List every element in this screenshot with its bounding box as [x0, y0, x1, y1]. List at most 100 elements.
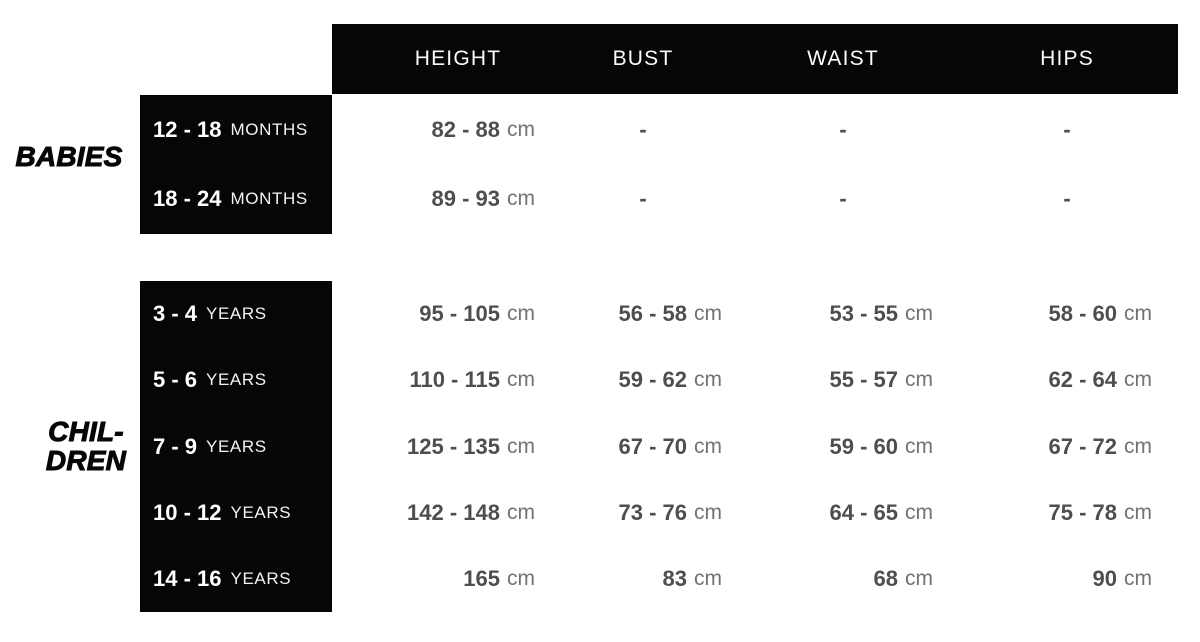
height-value-cell: 165 cm — [463, 546, 535, 612]
hips-value-cell: 75 - 78 cm — [1049, 480, 1153, 546]
empty-dash: - — [1063, 186, 1071, 211]
unit-text: cm — [1124, 368, 1152, 391]
value-text: 67 - 70 — [618, 433, 688, 459]
empty-dash: - — [1063, 116, 1071, 142]
value-text: 59 - 62 — [618, 367, 688, 392]
value-text: 90 — [1092, 566, 1117, 591]
data-row-14-16-years: 165 cm 83 cm 68 cm 90 cm — [0, 546, 1178, 612]
value-text: 58 - 60 — [1048, 301, 1118, 326]
unit-text: cm — [694, 434, 722, 458]
section-label-text: BABIES — [15, 141, 123, 172]
unit-text: cm — [507, 302, 535, 325]
section-label-text-line1: CHIL- — [48, 416, 124, 447]
section-label-children: CHIL- DREN — [34, 416, 138, 476]
range-unit: YEARS — [206, 370, 267, 390]
empty-dash: - — [839, 186, 847, 211]
column-header-height: HEIGHT — [414, 47, 502, 70]
unit-text: cm — [507, 187, 535, 210]
unit-text: cm — [905, 567, 933, 590]
value-text: 83 — [662, 566, 687, 591]
range-value: 5 - 6 — [153, 367, 198, 393]
unit-text: cm — [507, 117, 535, 141]
bust-value-cell: 73 - 76 cm — [619, 480, 723, 546]
range-unit: YEARS — [206, 304, 267, 324]
range-unit: MONTHS — [230, 119, 308, 139]
range-value: 18 - 24 — [153, 186, 222, 212]
range-row-5-6-years: 5 - 6 YEARS — [140, 347, 332, 413]
value-text: 64 - 65 — [829, 500, 899, 525]
empty-dash: - — [639, 116, 647, 142]
hips-empty-cell: - — [1063, 164, 1070, 234]
value-text: 56 - 58 — [618, 301, 688, 326]
empty-dash: - — [839, 116, 847, 142]
hips-empty-cell: - — [1063, 95, 1070, 164]
range-unit: MONTHS — [230, 189, 308, 209]
value-text: 82 - 88 — [431, 116, 501, 142]
unit-text: cm — [694, 368, 722, 391]
height-value-cell: 95 - 105 cm — [419, 281, 535, 347]
column-header-hips: HIPS — [1040, 47, 1094, 70]
value-text: 62 - 64 — [1048, 367, 1118, 392]
column-header-waist: WAIST — [807, 47, 879, 70]
value-text: 95 - 105 — [419, 301, 500, 326]
value-text: 142 - 148 — [407, 500, 500, 525]
data-row-5-6-years: 110 - 115 cm 59 - 62 cm 55 - 57 cm 62 - … — [0, 347, 1178, 413]
value-text: 165 — [463, 566, 500, 591]
range-value: 14 - 16 — [153, 565, 222, 591]
height-value-cell: 125 - 135 cm — [407, 413, 535, 480]
range-unit: YEARS — [206, 436, 267, 456]
hips-value-cell: 90 cm — [1093, 546, 1152, 612]
unit-text: cm — [694, 501, 722, 524]
value-text: 89 - 93 — [431, 186, 501, 211]
range-row-7-9-years: 7 - 9 YEARS — [140, 413, 332, 479]
range-value: 12 - 18 — [153, 116, 222, 142]
unit-text: cm — [1124, 302, 1152, 325]
range-unit: YEARS — [230, 568, 292, 588]
unit-text: cm — [1124, 434, 1152, 458]
range-value: 7 - 9 — [153, 433, 198, 459]
unit-text: cm — [507, 368, 535, 391]
value-text: 67 - 72 — [1048, 433, 1118, 459]
range-value: 3 - 4 — [153, 301, 198, 327]
hips-value-cell: 67 - 72 cm — [1049, 413, 1153, 480]
children-range-box: 3 - 4 YEARS 5 - 6 YEARS 7 - 9 YEARS 10 -… — [140, 281, 332, 612]
range-value: 10 - 12 — [153, 499, 222, 525]
range-row-18-24-months: 18 - 24 MONTHS — [140, 165, 332, 235]
value-text: 75 - 78 — [1048, 500, 1118, 525]
range-row-12-18-months: 12 - 18 MONTHS — [140, 95, 332, 165]
data-row-7-9-years: 125 - 135 cm 67 - 70 cm 59 - 60 cm 67 - … — [0, 413, 1178, 480]
bust-empty-cell: - — [639, 164, 646, 234]
value-text: 53 - 55 — [829, 301, 899, 326]
data-row-12-18-months: 82 - 88 cm - - - — [0, 95, 1178, 164]
bust-empty-cell: - — [639, 95, 646, 164]
unit-text: cm — [905, 302, 933, 325]
height-value-cell: 89 - 93 cm — [432, 164, 536, 234]
value-text: 59 - 60 — [829, 433, 899, 459]
waist-empty-cell: - — [839, 164, 846, 234]
waist-value-cell: 68 cm — [874, 546, 933, 612]
height-value-cell: 142 - 148 cm — [407, 480, 535, 546]
waist-value-cell: 53 - 55 cm — [830, 281, 934, 347]
column-header-bust: BUST — [612, 47, 674, 70]
measurement-header-bar: HEIGHT BUST WAIST HIPS — [332, 24, 1178, 94]
range-row-10-12-years: 10 - 12 YEARS — [140, 480, 332, 546]
range-row-14-16-years: 14 - 16 YEARS — [140, 546, 332, 612]
value-text: 68 — [873, 566, 898, 591]
bust-value-cell: 67 - 70 cm — [619, 413, 723, 480]
unit-text: cm — [1124, 567, 1152, 590]
unit-text: cm — [1124, 501, 1152, 524]
babies-range-box: 12 - 18 MONTHS 18 - 24 MONTHS — [140, 95, 332, 234]
bust-value-cell: 83 cm — [663, 546, 722, 612]
waist-value-cell: 55 - 57 cm — [830, 347, 934, 413]
value-text: 110 - 115 — [409, 367, 500, 392]
data-row-18-24-months: 89 - 93 cm - - - — [0, 164, 1178, 234]
height-value-cell: 110 - 115 cm — [409, 347, 535, 413]
unit-text: cm — [905, 434, 933, 458]
waist-empty-cell: - — [839, 95, 846, 164]
unit-text: cm — [507, 434, 535, 458]
unit-text: cm — [507, 501, 535, 524]
waist-value-cell: 59 - 60 cm — [830, 413, 934, 480]
value-text: 55 - 57 — [829, 367, 899, 392]
range-unit: YEARS — [230, 502, 292, 522]
